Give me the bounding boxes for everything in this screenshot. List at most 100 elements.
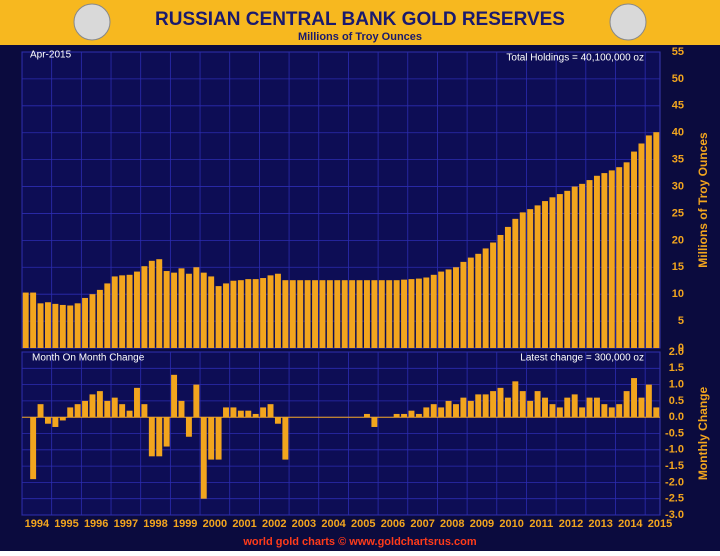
bar [208,417,215,460]
bar [482,248,489,348]
bar [512,381,519,418]
bar [371,417,378,427]
bar [393,280,400,348]
bar [623,391,630,418]
bar [490,242,497,348]
bar [586,397,593,418]
bar [334,280,341,348]
bar [37,303,44,348]
bar [319,280,326,348]
bar [378,280,385,348]
bar [482,394,489,418]
x-tick-label: 2001 [232,518,256,530]
bar [326,280,333,348]
bar [297,280,304,348]
y-tick-label: -1.0 [665,444,684,456]
bar [423,407,430,418]
bar [542,201,548,348]
bar [44,417,51,424]
x-tick-label: 2005 [351,518,375,530]
annotation: Total Holdings = 40,100,000 oz [506,53,644,64]
bar [638,143,645,348]
y-tick-label: 40 [672,127,684,139]
x-tick-label: 2000 [203,518,227,530]
x-tick-label: 2011 [529,518,553,530]
bar [37,404,44,418]
x-tick-label: 2009 [470,518,494,530]
y-tick-label: -2.5 [665,493,684,505]
bar [475,253,482,348]
bar [608,407,615,418]
y-axis-label: Millions of Troy Ounces [696,132,710,268]
bar [564,397,571,418]
bar [453,404,459,418]
bar [430,274,437,348]
x-tick-label: 2004 [321,518,346,530]
bar [415,413,422,418]
bar [215,286,222,348]
bar [96,289,103,348]
y-tick-label: 30 [672,180,684,192]
bar [645,384,652,418]
x-tick-label: 2006 [381,518,405,530]
bar [645,135,652,348]
logo [73,3,111,41]
bar [579,407,586,418]
annotation: Month On Month Change [32,353,145,364]
bar [623,162,630,348]
x-tick-label: 2014 [618,518,643,530]
logo [609,3,647,41]
bar [534,391,541,418]
bar [542,397,548,418]
bar [237,410,244,418]
y-tick-label: -2.0 [665,476,684,488]
bar [304,280,311,348]
bar [134,387,140,418]
bar [312,280,319,348]
bar [185,273,192,348]
y-tick-label: 55 [672,46,684,58]
bar [52,303,59,348]
bar [126,410,133,418]
bar [119,275,126,348]
x-tick-label: 2012 [559,518,583,530]
bar [593,175,600,348]
y-tick-label: 35 [672,154,684,166]
bar [571,186,578,348]
bar [586,180,593,348]
bar [89,394,96,418]
bar [260,407,267,418]
bar [200,272,207,348]
bar [141,404,148,418]
bar [230,407,237,418]
bar [638,397,645,418]
bar [178,400,185,418]
annotation: Latest change = 300,000 oz [520,353,644,364]
y-tick-label: -3.0 [665,509,684,521]
x-tick-label: 1998 [143,518,167,530]
bar [341,280,348,348]
bar [608,170,615,348]
bar [230,280,237,348]
bar [460,397,467,418]
bar [631,378,638,418]
bar [282,417,289,460]
x-tick-label: 2013 [588,518,612,530]
bar [252,279,259,348]
bar [549,197,556,348]
bar [200,417,207,499]
bar [556,407,563,418]
y-tick-label: 25 [672,207,684,219]
y-tick-label: 1.5 [669,362,684,374]
bar [163,417,170,447]
x-tick-label: 2015 [648,518,672,530]
bar [519,391,526,418]
x-tick-label: 1997 [114,518,138,530]
bar [67,407,74,418]
bar [504,397,511,418]
bar [237,280,244,348]
bar [549,404,556,418]
bar [96,391,103,418]
bar [445,400,452,418]
bar [519,212,526,348]
